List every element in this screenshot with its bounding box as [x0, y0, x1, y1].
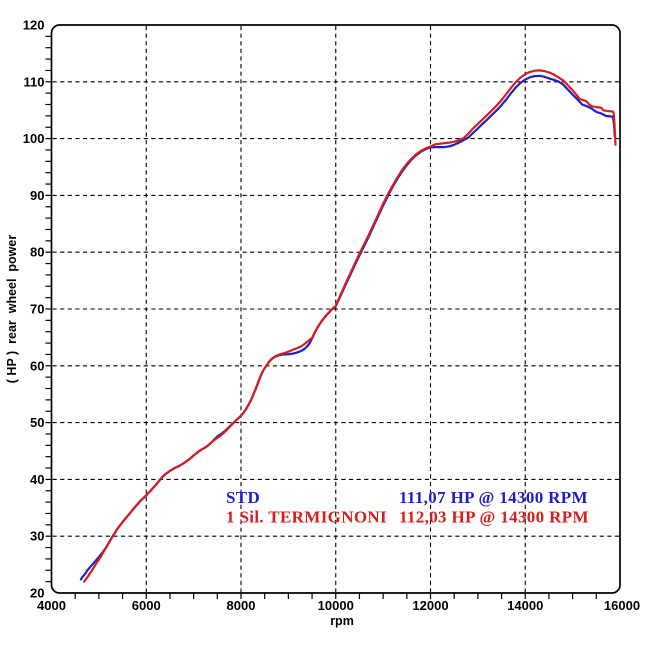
y-tick-label: 50 — [30, 415, 44, 430]
y-tick-label: 60 — [30, 358, 44, 373]
legend-std-result: 111,07 HP @ 14300 RPM — [399, 488, 588, 507]
y-tick-label: 100 — [23, 131, 45, 146]
x-tick-label: 16000 — [604, 598, 640, 613]
grid-layer — [52, 26, 619, 592]
x-tick-label: 10000 — [318, 598, 354, 613]
x-tick-label: 14000 — [507, 598, 543, 613]
tick-label-layer: 4000 6000 8000 10000 12000 14000 16000 20 30 40 50… — [23, 18, 640, 614]
y-tick-label: 90 — [30, 188, 44, 203]
curve-layer — [79, 69, 617, 583]
y-axis-title: ( HP ) rear wheel power — [5, 235, 19, 384]
y-tick-label: 30 — [30, 529, 44, 544]
tick-layer — [45, 35, 597, 599]
legend-termignoni-label: 1 Sil. TERMIGNONI — [226, 508, 387, 527]
y-tick-label: 110 — [24, 74, 45, 89]
y-tick-label: 80 — [30, 245, 44, 260]
x-tick-label: 4000 — [37, 598, 66, 613]
y-tick-label: 20 — [30, 586, 44, 601]
y-tick-label: 120 — [23, 18, 45, 33]
legend-termignoni-result: 112,03 HP @ 14300 RPM — [399, 508, 589, 527]
x-tick-label: 8000 — [227, 598, 256, 613]
termignoni-curve — [83, 69, 617, 583]
y-tick-label: 70 — [30, 302, 44, 317]
x-tick-label: 6000 — [132, 598, 161, 613]
x-axis-title: rpm — [330, 614, 354, 628]
legend-std-label: STD — [226, 488, 260, 507]
y-tick-label: 40 — [30, 472, 44, 487]
x-tick-label: 12000 — [412, 598, 448, 613]
plot-frame — [50, 24, 621, 594]
